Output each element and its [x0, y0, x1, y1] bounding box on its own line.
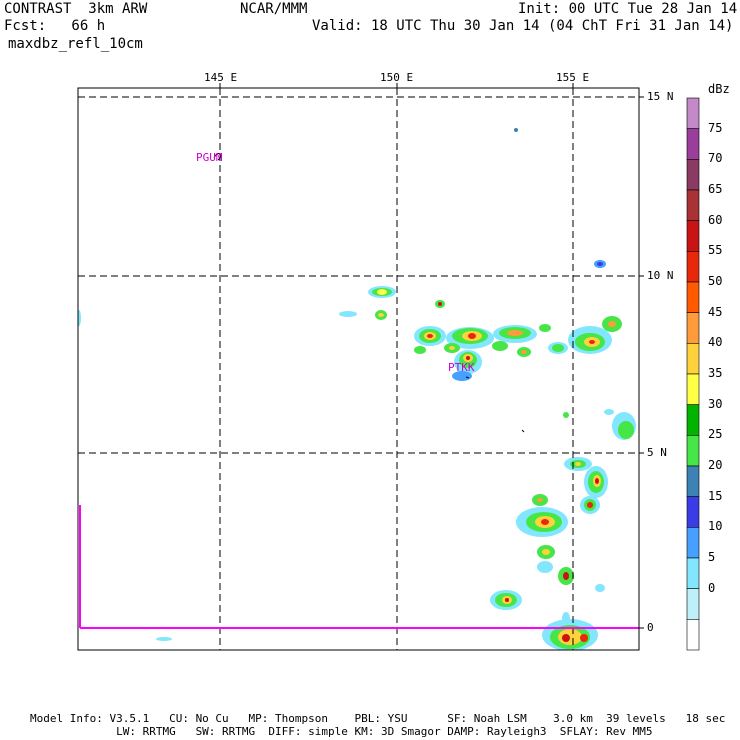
reflectivity-echoes	[78, 128, 636, 650]
colorbar-level-label: 30	[708, 396, 723, 411]
header-model-title: CONTRAST 3km ARW	[4, 1, 148, 17]
echo-cluster-north	[78, 128, 606, 641]
lat-lon-grid	[78, 88, 639, 650]
colorbar-swatch	[686, 159, 700, 191]
colorbar-swatch	[686, 312, 700, 344]
plot-frame	[77, 87, 640, 651]
colorbar-swatch	[686, 281, 700, 314]
colorbar-swatch	[686, 342, 700, 375]
colorbar-swatch	[686, 373, 700, 406]
lat-label-5n: 5 N	[647, 446, 667, 459]
colorbar-swatch	[686, 557, 700, 590]
colorbar-level-label: 20	[708, 458, 723, 472]
colorbar-level-label: 10	[708, 519, 723, 534]
colorbar-level-label: 0	[708, 580, 716, 595]
header-organization: NCAR/MMM	[240, 1, 308, 17]
colorbar-level-label: 60	[708, 212, 723, 227]
header-forecast-hour: Fcst: 66 h	[4, 18, 106, 34]
footer-model-info-line1: Model Info: V3.5.1 CU: No Cu MP: Thompso…	[30, 712, 726, 725]
colorbar-level-label: 65	[708, 182, 723, 196]
colorbar-unit: dBz	[708, 82, 730, 96]
colorbar-swatch	[686, 588, 700, 620]
colorbar-swatch	[686, 526, 700, 559]
domain-boundary	[79, 505, 639, 629]
chuuk-outline	[465, 376, 470, 379]
colorbar-level-label: 15	[708, 488, 723, 503]
island-outlines	[213, 96, 525, 433]
lon-label-150e: 150 E	[380, 71, 414, 84]
colorbar-swatch	[686, 618, 700, 651]
lat-label-15n: 15 N	[647, 90, 674, 103]
colorbar-swatch	[686, 496, 700, 528]
colorbar-swatch	[686, 465, 700, 498]
lon-label-155e: 155 E	[556, 71, 590, 84]
colorbar-level-label: 50	[708, 274, 723, 288]
lat-label-0: 0	[647, 621, 654, 634]
colorbar	[686, 97, 700, 651]
station-label-pgum: PGUM	[196, 151, 223, 164]
colorbar-swatch	[686, 220, 700, 252]
lat-label-10n: 10 N	[647, 269, 674, 282]
island-east-outline	[521, 429, 525, 433]
colorbar-level-label: 75	[708, 120, 723, 135]
header-field-name: maxdbz_refl_10cm	[8, 36, 143, 52]
echo-cluster-south	[490, 457, 608, 650]
colorbar-swatch	[686, 97, 700, 130]
colorbar-level-label: 40	[708, 335, 723, 350]
header-init-time: Init: 00 UTC Tue 28 Jan 14	[518, 1, 738, 17]
footer-model-info-line2: LW: RRTMG SW: RRTMG DIFF: simple KM: 3D …	[30, 725, 653, 738]
colorbar-level-label: 35	[708, 366, 723, 380]
colorbar-level-label: 5	[708, 550, 716, 564]
lon-label-145e: 145 E	[204, 71, 238, 84]
colorbar-level-label: 25	[708, 427, 723, 442]
colorbar-swatch	[686, 404, 700, 436]
colorbar-level-label: 45	[708, 304, 723, 319]
colorbar-swatch	[686, 434, 700, 467]
colorbar-swatch	[686, 251, 700, 283]
guam-outline	[213, 153, 222, 161]
colorbar-swatch	[686, 189, 700, 222]
colorbar-swatch	[686, 128, 700, 160]
colorbar-level-label: 70	[708, 151, 723, 166]
echo-band-central	[414, 300, 636, 440]
axis-ticks	[219, 83, 644, 629]
station-label-ptkk: PTKK	[448, 361, 475, 374]
colorbar-level-label: 55	[708, 243, 723, 258]
header-valid-time: Valid: 18 UTC Thu 30 Jan 14 (04 ChT Fri …	[312, 18, 734, 34]
